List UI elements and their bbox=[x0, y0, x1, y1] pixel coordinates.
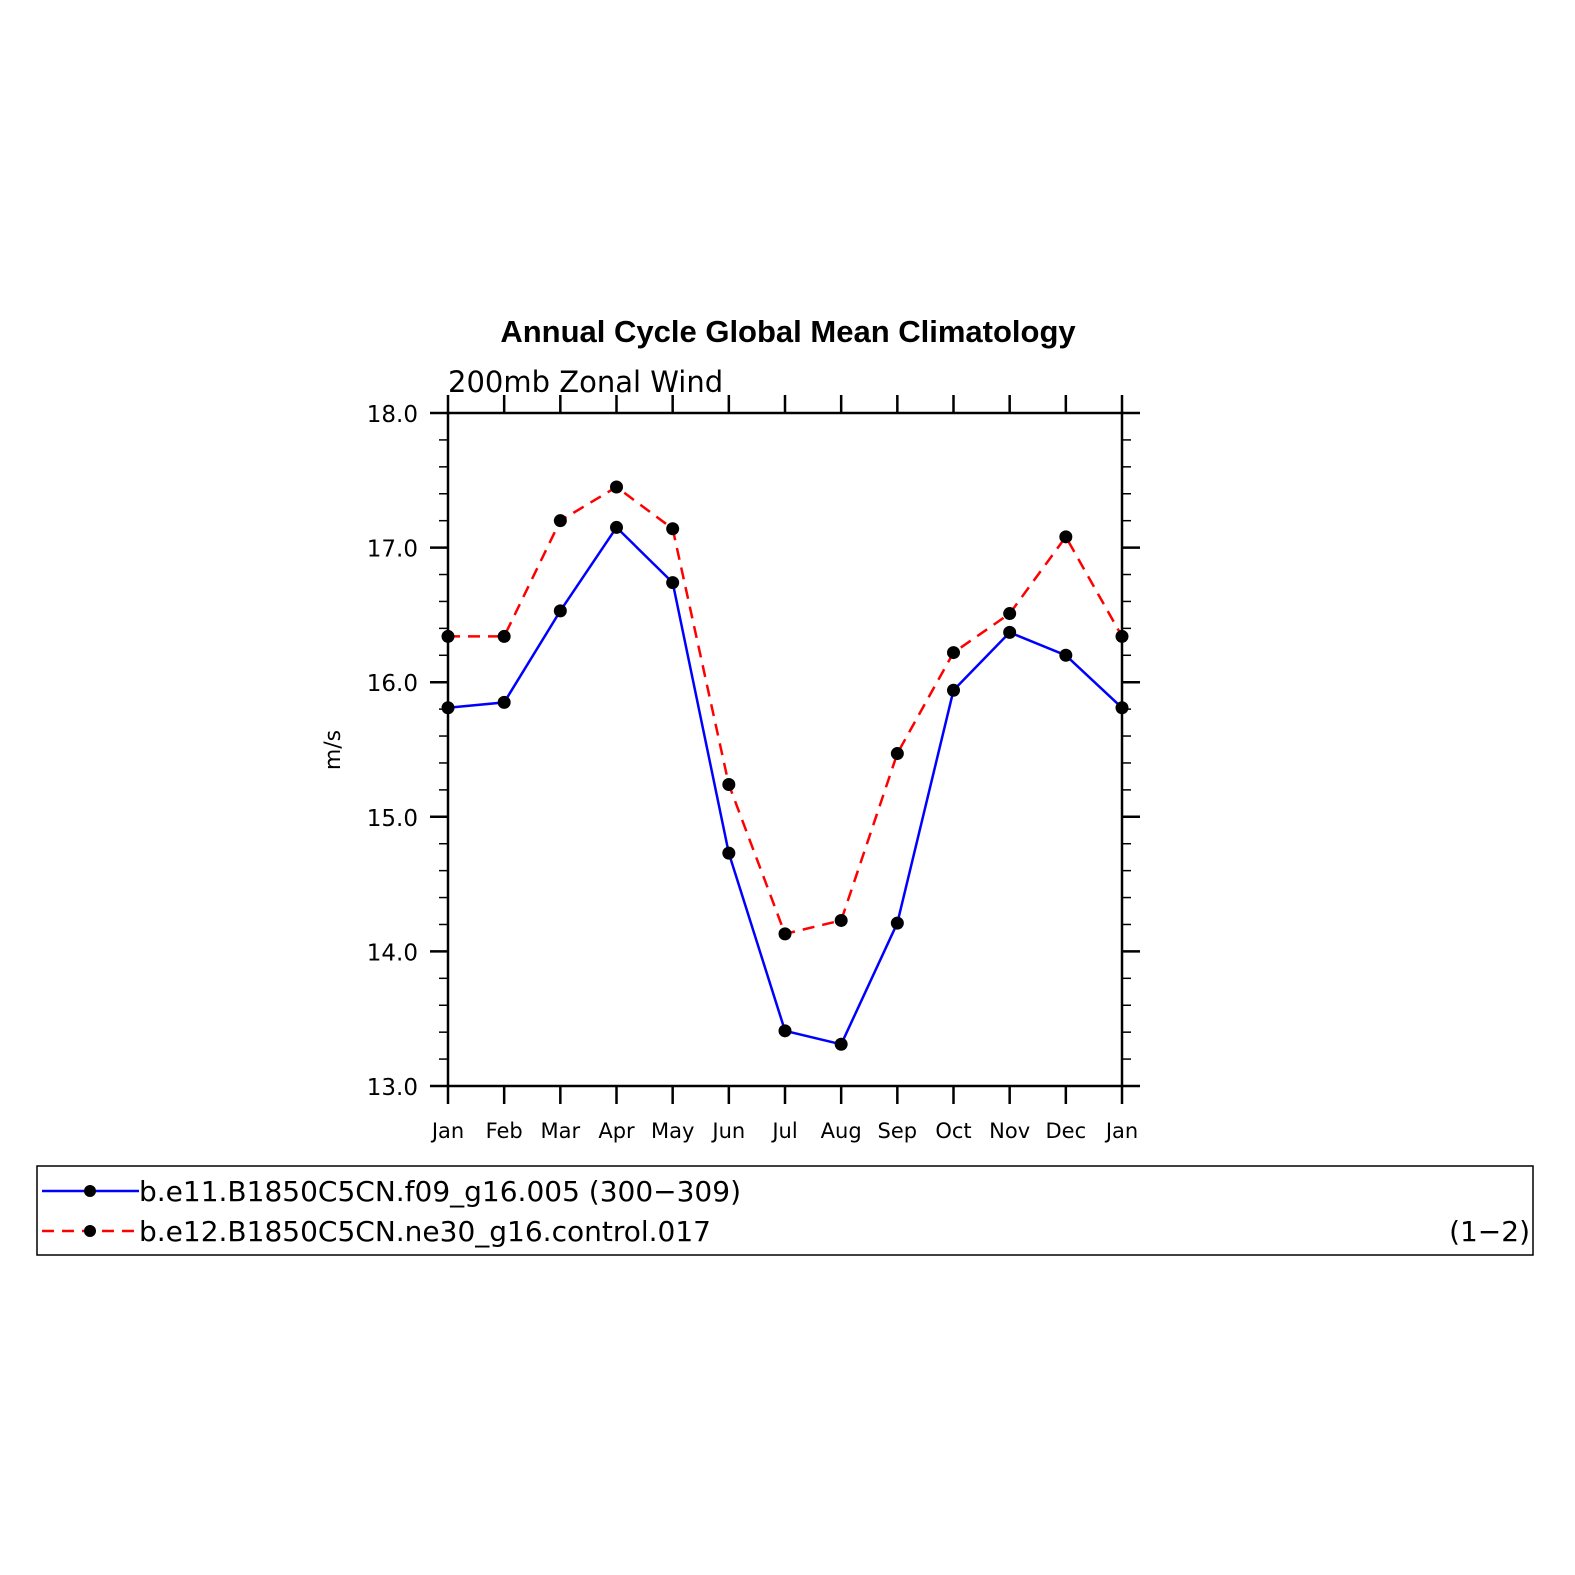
x-tick-label: Oct bbox=[935, 1119, 971, 1143]
data-point-series-2 bbox=[610, 480, 623, 494]
data-point-series-1 bbox=[553, 604, 567, 618]
y-tick-labels: 13.0 14.0 15.0 16.0 17.0 18.0 bbox=[367, 402, 418, 1101]
data-point-series-2 bbox=[1003, 607, 1017, 621]
x-tick-label: Jun bbox=[710, 1119, 745, 1143]
x-tick-label: Jul bbox=[770, 1119, 797, 1143]
x-tick-label: Jan bbox=[430, 1119, 464, 1143]
data-point-series-2 bbox=[1059, 530, 1073, 544]
data-point-series-1 bbox=[890, 916, 904, 930]
data-point-series-2 bbox=[722, 777, 736, 791]
y-tick-label: 15.0 bbox=[367, 806, 418, 832]
legend-annotation: (1−2) bbox=[1449, 1215, 1530, 1248]
data-point-series-1 bbox=[722, 846, 736, 860]
data-point-series-2 bbox=[497, 629, 511, 643]
chart-title: Annual Cycle Global Mean Climatology bbox=[500, 314, 1076, 349]
x-tick-label: Feb bbox=[486, 1119, 523, 1143]
axis-ticks bbox=[430, 395, 1140, 1104]
legend-marker-series-2 bbox=[84, 1225, 96, 1237]
data-point-series-1 bbox=[441, 701, 455, 715]
x-tick-labels: Jan Feb Mar Apr May Jun Jul Aug Sep Oct Nov Dec Jan bbox=[430, 1119, 1138, 1143]
x-tick-label: Sep bbox=[878, 1119, 918, 1143]
series-line-1 bbox=[447, 525, 1123, 1046]
data-point-series-1 bbox=[1059, 648, 1073, 662]
y-tick-label: 14.0 bbox=[367, 940, 418, 966]
data-point-series-2 bbox=[1115, 629, 1129, 643]
series-layer bbox=[441, 480, 1129, 1051]
legend-box bbox=[36, 1165, 1534, 1256]
x-tick-label: Mar bbox=[541, 1119, 581, 1143]
y-tick-label: 13.0 bbox=[367, 1075, 418, 1101]
data-point-series-1 bbox=[1003, 625, 1017, 639]
data-point-series-1 bbox=[610, 520, 623, 534]
data-point-series-1 bbox=[1115, 701, 1129, 715]
x-tick-label: May bbox=[651, 1119, 694, 1143]
data-point-series-1 bbox=[666, 576, 680, 590]
chart-subtitle: 200mb Zonal Wind bbox=[448, 365, 723, 399]
y-tick-label: 17.0 bbox=[367, 537, 418, 563]
data-point-series-1 bbox=[834, 1037, 848, 1051]
data-point-series-1 bbox=[497, 695, 511, 709]
legend-label-series-2: b.e12.B1850C5CN.ne30_g16.control.017 bbox=[139, 1215, 711, 1248]
data-point-series-2 bbox=[890, 747, 904, 761]
data-point-series-2 bbox=[778, 927, 792, 941]
x-tick-label: Aug bbox=[821, 1119, 862, 1143]
series-line-2 bbox=[448, 485, 1124, 936]
data-point-series-2 bbox=[834, 913, 848, 927]
plot-frame bbox=[446, 411, 1124, 1088]
data-point-series-2 bbox=[441, 629, 455, 643]
data-point-series-1 bbox=[947, 683, 960, 697]
x-tick-label: Dec bbox=[1046, 1119, 1087, 1143]
data-point-series-2 bbox=[553, 514, 567, 528]
data-point-series-2 bbox=[666, 522, 680, 536]
y-axis-label: m/s bbox=[321, 730, 346, 770]
legend: b.e11.B1850C5CN.f09_g16.005 (300−309) b.… bbox=[36, 1165, 1534, 1256]
legend-label-series-1: b.e11.B1850C5CN.f09_g16.005 (300−309) bbox=[139, 1175, 741, 1208]
x-tick-label: Nov bbox=[989, 1119, 1030, 1143]
y-tick-label: 16.0 bbox=[367, 671, 418, 697]
data-point-series-2 bbox=[947, 646, 960, 660]
x-tick-label: Jan bbox=[1104, 1119, 1138, 1143]
y-tick-label: 18.0 bbox=[367, 402, 418, 428]
legend-marker-series-1 bbox=[84, 1185, 96, 1197]
x-tick-label: Apr bbox=[598, 1119, 635, 1143]
data-point-series-1 bbox=[778, 1024, 792, 1038]
